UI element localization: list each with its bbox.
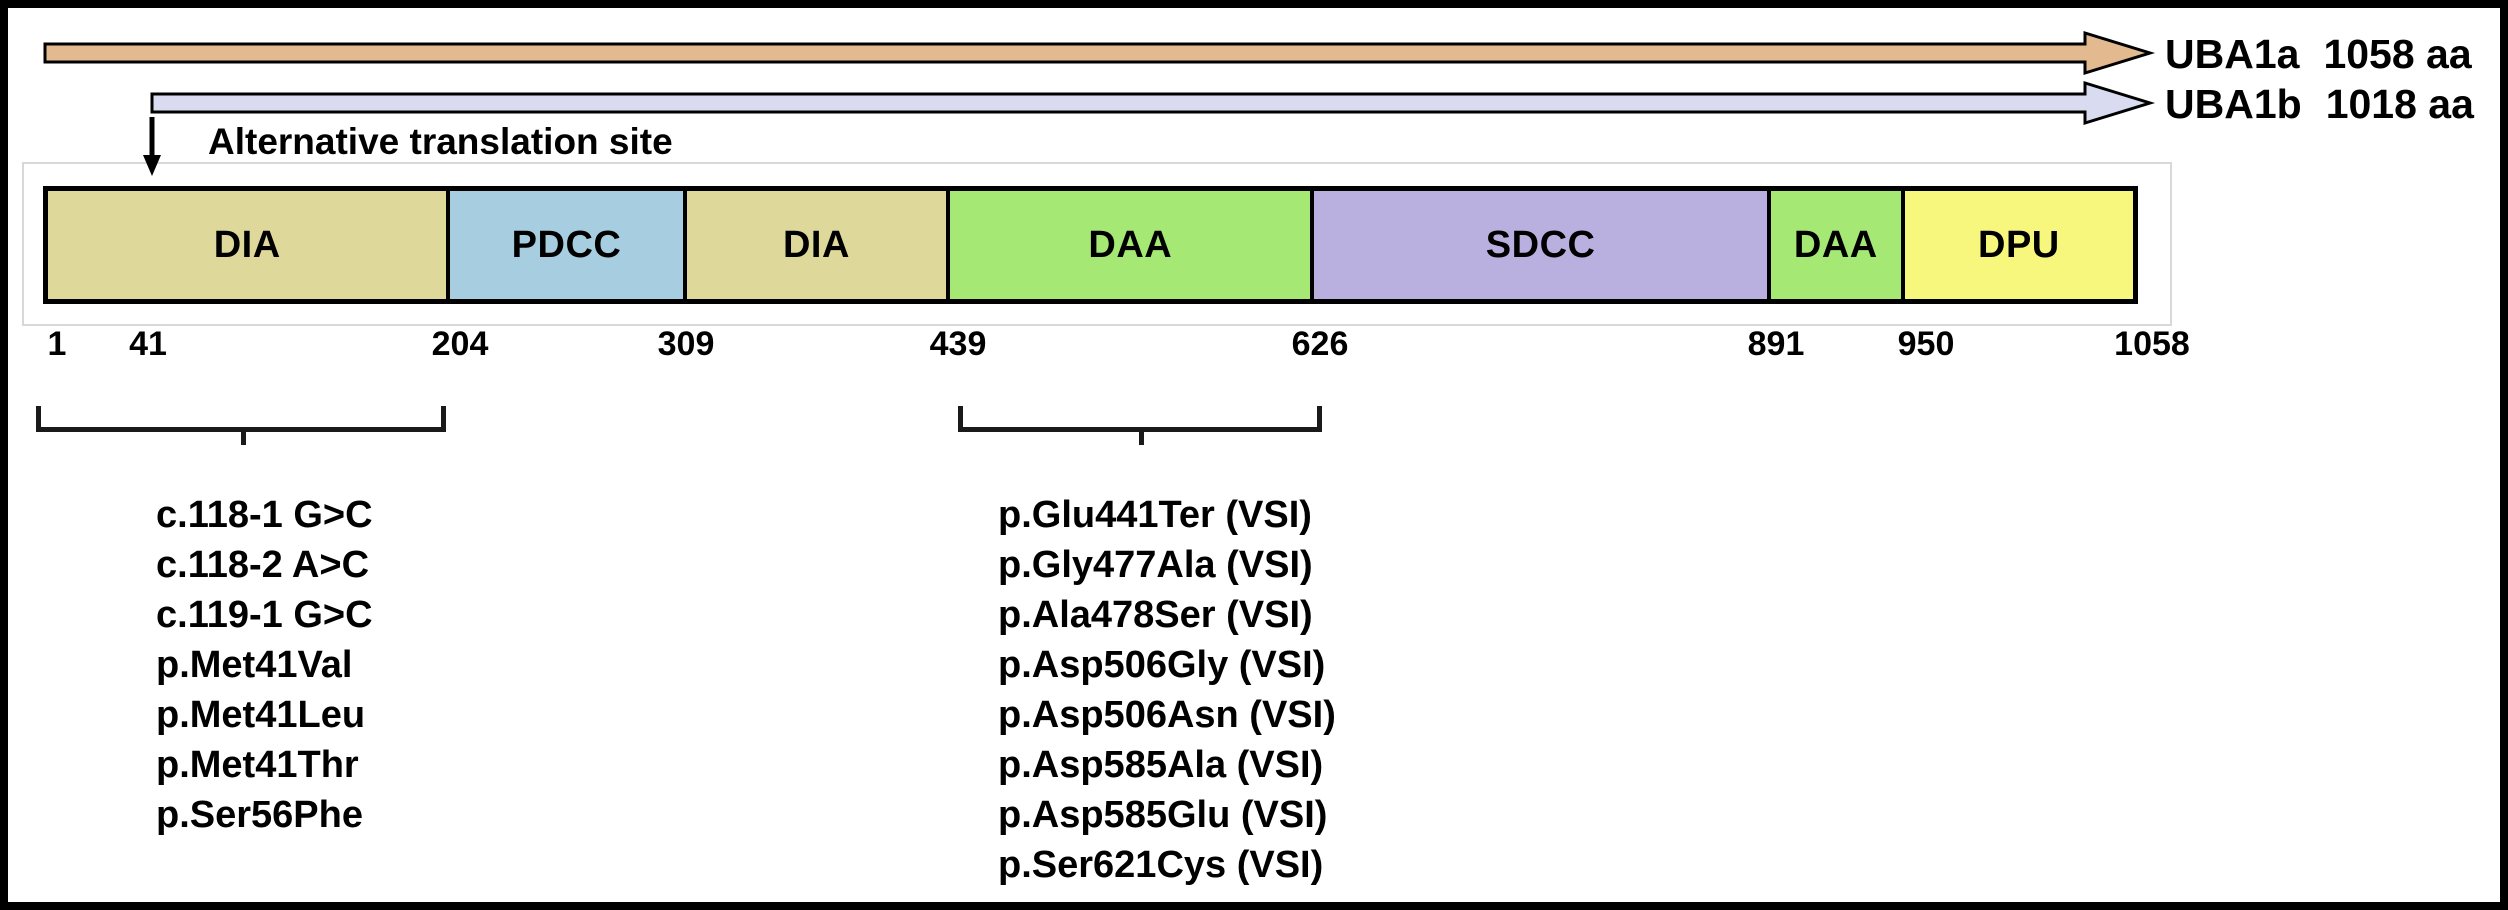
position-label-309: 309 bbox=[657, 325, 715, 363]
domain-segment-dia-0: DIA bbox=[48, 191, 447, 299]
mutation-item: p.Met41Thr bbox=[156, 744, 359, 786]
mutation-bracket-left bbox=[36, 406, 446, 445]
mutation-item: p.Ser621Cys (VSI) bbox=[998, 844, 1324, 886]
mutation-item: p.Asp585Ala (VSI) bbox=[998, 744, 1324, 786]
alternative-translation-site-label: Alternative translation site bbox=[208, 121, 673, 162]
domain-label: DIA bbox=[782, 223, 850, 266]
mutation-item: p.Met41Leu bbox=[156, 694, 366, 736]
domain-segment-dia-2: DIA bbox=[682, 191, 947, 299]
isoform-length: 1058 aa bbox=[2323, 31, 2472, 77]
domain-segment-daa-3: DAA bbox=[946, 191, 1311, 299]
uba1b-isoform-arrow bbox=[150, 80, 2156, 126]
position-label-950: 950 bbox=[1897, 325, 1955, 363]
domain-segment-dpu-6: DPU bbox=[1900, 191, 2133, 299]
bracket-center-tick bbox=[241, 427, 246, 445]
position-label-1058: 1058 bbox=[2114, 325, 2190, 363]
domain-label: DPU bbox=[1978, 223, 2060, 266]
domain-segment-sdcc-4: SDCC bbox=[1310, 191, 1767, 299]
bracket-center-tick bbox=[1139, 427, 1144, 445]
mutation-item: p.Met41Val bbox=[156, 644, 353, 686]
mutation-list-right: p.Glu441Ter (VSI) p.Gly477Ala (VSI) p.Ala4… bbox=[998, 490, 1336, 890]
isoform-length: 1018 aa bbox=[2325, 81, 2474, 127]
mutation-list-left: c.118-1 G>C c.118-2 A>C c.119-1 G>C p.Met41… bbox=[156, 490, 373, 840]
mutation-item: p.Gly477Ala (VSI) bbox=[998, 544, 1313, 586]
domain-segment-pdcc-1: PDCC bbox=[446, 191, 683, 299]
domain-label: SDCC bbox=[1485, 223, 1596, 266]
position-label-204: 204 bbox=[431, 325, 489, 363]
domain-label: DAA bbox=[1088, 223, 1173, 266]
position-label-1: 1 bbox=[47, 325, 67, 363]
isoform-name: UBA1b bbox=[2165, 81, 2302, 127]
mutation-item: c.119-1 G>C bbox=[156, 594, 373, 636]
mutation-item: p.Asp585Glu (VSI) bbox=[998, 794, 1328, 836]
alt-translation-arrow-head bbox=[143, 155, 161, 176]
position-label-439: 439 bbox=[929, 325, 987, 363]
mutation-item: p.Asp506Gly (VSI) bbox=[998, 644, 1326, 686]
mutation-item: p.Asp506Asn (VSI) bbox=[998, 694, 1336, 736]
domain-segment-daa-5: DAA bbox=[1766, 191, 1901, 299]
domain-bar: DIA PDCC DIA DAA SDCC DAA DPU bbox=[43, 186, 2138, 304]
mutation-item: c.118-2 A>C bbox=[156, 544, 370, 586]
domain-label: PDCC bbox=[511, 223, 622, 266]
mutation-item: c.118-1 G>C bbox=[156, 494, 373, 536]
mutation-item: p.Ala478Ser (VSI) bbox=[998, 594, 1313, 636]
uba1a-isoform-arrow bbox=[43, 30, 2156, 76]
isoform-name: UBA1a bbox=[2165, 31, 2300, 77]
mutation-item: p.Glu441Ter (VSI) bbox=[998, 494, 1312, 536]
mutation-item: p.Ser56Phe bbox=[156, 794, 363, 836]
position-label-626: 626 bbox=[1291, 325, 1349, 363]
domain-label: DAA bbox=[1793, 223, 1878, 266]
isoform-label-uba1b: UBA1b 1018 aa bbox=[2165, 83, 2474, 125]
position-label-891: 891 bbox=[1747, 325, 1805, 363]
position-label-41: 41 bbox=[129, 325, 167, 363]
domain-label: DIA bbox=[213, 223, 281, 266]
isoform-label-uba1a: UBA1a 1058 aa bbox=[2165, 33, 2472, 75]
mutation-bracket-right bbox=[958, 406, 1322, 445]
